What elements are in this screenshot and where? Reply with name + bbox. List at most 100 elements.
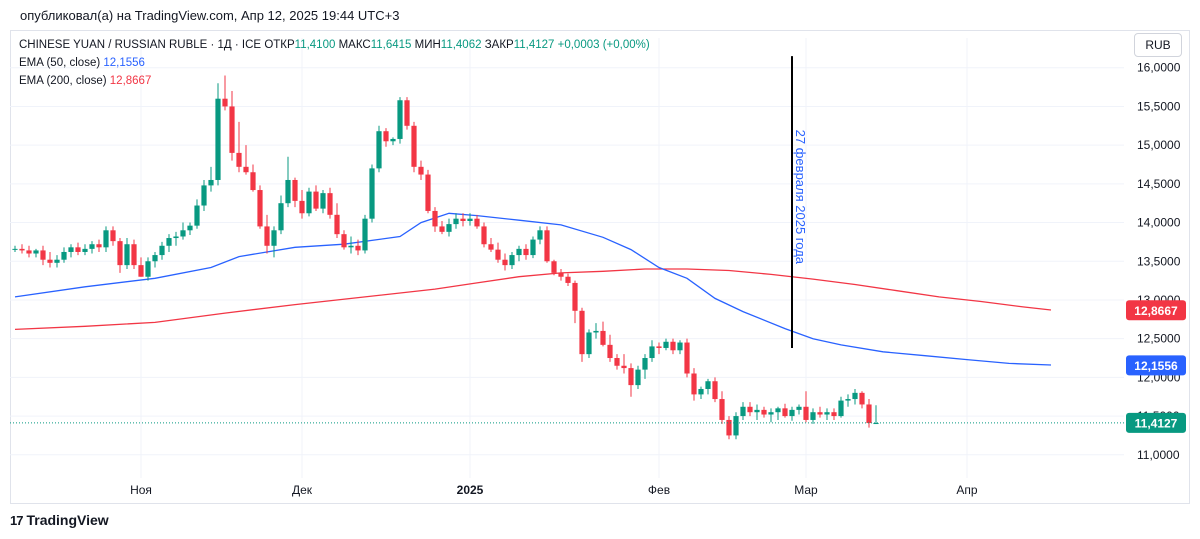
candle-body <box>68 247 74 252</box>
tradingview-brand[interactable]: 17 TradingView <box>10 512 109 528</box>
candle-body <box>110 230 116 242</box>
candle-body <box>166 238 172 246</box>
candle-body <box>334 214 340 235</box>
candle-body <box>208 179 214 186</box>
candle-body <box>824 412 830 415</box>
y-tick-label: 14,0000 <box>1137 216 1181 230</box>
candle-body <box>572 282 578 311</box>
candle-body <box>19 248 25 251</box>
y-tick-label: 15,5000 <box>1137 99 1181 113</box>
ema200-price-tag-label: 12,8667 <box>1134 304 1178 318</box>
candle-body <box>54 259 60 263</box>
candle-body <box>271 230 277 246</box>
x-tick-label: Дек <box>292 483 313 497</box>
chart-panel <box>10 30 1190 504</box>
open-label: ОТКР <box>264 39 295 51</box>
candle-body <box>810 412 816 420</box>
candle-body <box>579 310 585 355</box>
candle-body <box>418 166 424 175</box>
candle-body <box>61 251 67 260</box>
last-price-tag-bg <box>1126 412 1186 433</box>
candle-body <box>131 244 137 266</box>
high-label: МАКС <box>338 39 371 51</box>
ema50-line <box>14 212 1052 366</box>
candle-body <box>159 245 165 256</box>
candle-body <box>348 245 354 248</box>
candle-body <box>187 225 193 231</box>
candle-body <box>40 250 46 260</box>
candle-body <box>96 244 102 248</box>
candle-body <box>243 166 249 173</box>
y-tick-label: 12,5000 <box>1137 332 1181 346</box>
candle-body <box>152 255 158 262</box>
open-value: 11,4100 <box>294 39 336 51</box>
candle-body <box>495 249 501 260</box>
candle-body <box>138 265 144 277</box>
candle-body <box>222 98 228 107</box>
y-tick-label: 14,5000 <box>1137 177 1181 191</box>
legend-ema50-row[interactable]: EMA (50, close) 12,1556 <box>19 54 650 72</box>
candle-body <box>852 392 858 400</box>
candle-body <box>47 259 53 263</box>
candle-body <box>614 358 620 366</box>
ema200-label: EMA (200, close) <box>19 75 107 87</box>
close-label: ЗАКР <box>484 39 514 51</box>
candle-body <box>467 218 473 222</box>
candle-body <box>656 346 662 348</box>
candle-body <box>285 179 291 204</box>
candle-body <box>859 392 865 405</box>
candle-body <box>558 272 564 277</box>
candle-body <box>26 250 32 254</box>
candle-body <box>775 408 781 413</box>
candle-body <box>404 100 410 126</box>
candle-body <box>866 404 872 424</box>
candle-body <box>250 172 256 191</box>
low-label: МИН <box>414 39 441 51</box>
candle-body <box>278 203 284 231</box>
candle-body <box>607 344 613 359</box>
candle-body <box>565 276 571 283</box>
candle-body <box>635 369 641 386</box>
candle-body <box>117 241 123 266</box>
last-price-tag-label: 11,4127 <box>1135 416 1178 430</box>
y-tick-label: 16,0000 <box>1137 61 1181 75</box>
candle-body <box>544 230 550 262</box>
x-tick-label: Ноя <box>130 483 152 497</box>
candle-body <box>754 409 760 413</box>
candle-body <box>705 381 711 389</box>
candle-body <box>173 236 179 239</box>
tradingview-logo-icon: 17 <box>10 512 24 528</box>
currency-button[interactable]: RUB <box>1134 33 1182 57</box>
candle-body <box>537 230 543 240</box>
candle-body <box>733 416 739 436</box>
candle-body <box>621 365 627 369</box>
legend-ema200-row[interactable]: EMA (200, close) 12,8667 <box>19 72 650 90</box>
candle-body <box>180 230 186 237</box>
candle-body <box>383 131 389 142</box>
candle-body <box>684 342 690 374</box>
candle-body <box>873 423 879 425</box>
y-tick-label: 11,0000 <box>1137 448 1180 462</box>
change-value: +0,0003 (+0,00%) <box>557 39 650 51</box>
candle-body <box>628 368 634 386</box>
x-tick-label: 2025 <box>457 483 484 497</box>
symbol-title[interactable]: CHINESE YUAN / RUSSIAN RUBLE · 1Д · ICE <box>19 39 262 51</box>
candle-body <box>642 358 648 370</box>
candle-body <box>649 346 655 359</box>
candle-body <box>411 125 417 167</box>
candle-body <box>341 234 347 248</box>
candle-body <box>376 131 382 169</box>
published-line: опубликовал(а) на TradingView.com, Апр 1… <box>20 8 400 23</box>
candle-body <box>551 261 557 273</box>
candle-body <box>691 373 697 395</box>
candle-body <box>355 245 361 251</box>
candle-body <box>509 255 515 266</box>
candle-body <box>796 406 802 410</box>
candle-body <box>481 226 487 245</box>
ema200-price-tag-bg <box>1126 300 1186 321</box>
candle-body <box>663 341 669 348</box>
candle-body <box>397 100 403 139</box>
candle-body <box>264 226 270 246</box>
candle-body <box>789 409 795 417</box>
